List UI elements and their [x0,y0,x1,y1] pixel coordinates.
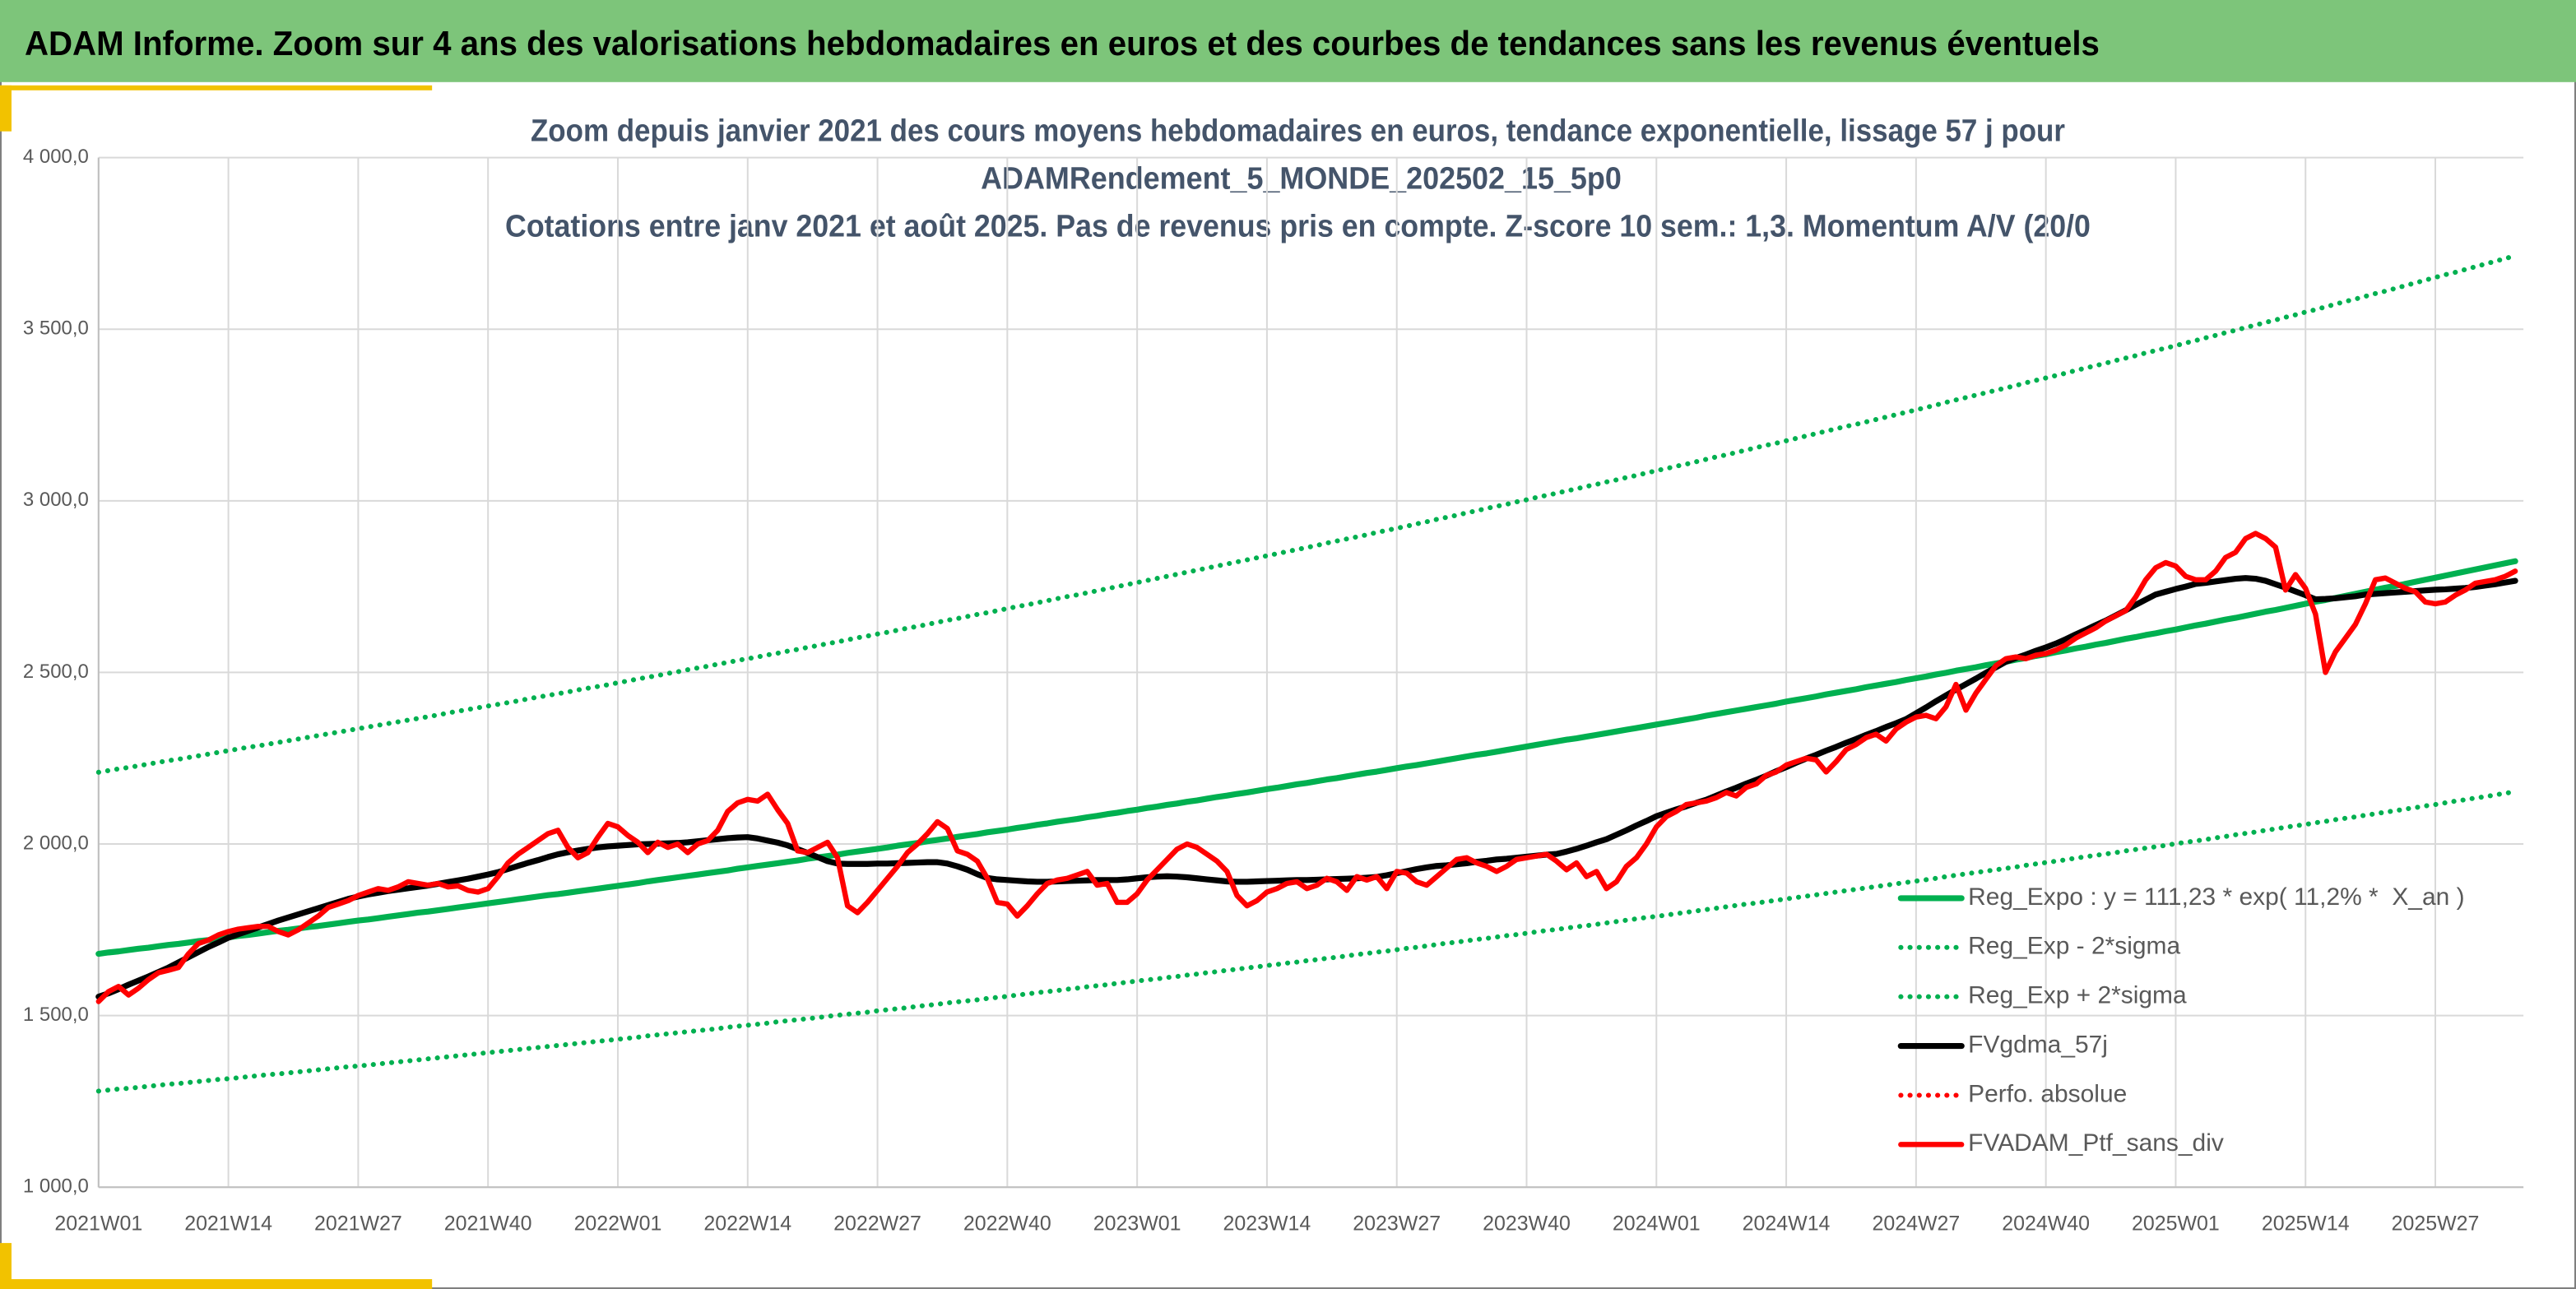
x-tick-label: 2021W14 [184,1212,272,1236]
x-tick-label: 2024W01 [1613,1212,1701,1236]
x-tick-label: 2024W27 [1872,1212,1960,1236]
y-tick-label: 1 000,0 [23,1175,89,1198]
chart-title: Cotations entre janv 2021 et août 2025. … [505,209,2091,243]
x-tick-label: 2024W14 [1743,1212,1831,1236]
series-line [95,789,2518,1094]
y-tick-label: 3 500,0 [23,318,89,340]
series-layer [95,253,2518,1094]
y-tick-label: 2 500,0 [23,661,89,683]
chart-title: Zoom depuis janvier 2021 des cours moyen… [531,114,2065,149]
legend: Reg_Expo : y = 111,23 * exp( 11,2% * X_a… [1897,883,2465,1157]
y-tick-label: 4 000,0 [23,146,89,168]
x-tick-label: 2022W14 [703,1212,791,1236]
x-tick-label: 2021W01 [54,1212,142,1236]
legend-label: Reg_Exp + 2*sigma [1968,982,2187,1009]
chart-title: ADAMRendement_5_MONDE_202502_15_5p0 [981,162,1622,197]
x-tick-label: 2024W40 [2002,1212,2090,1236]
y-tick-label: 2 000,0 [23,832,89,854]
accent-top [0,85,433,90]
legend-label: Perfo. absolue [1968,1080,2127,1107]
accent-bottom-left [0,1243,12,1289]
x-tick-label: 2021W40 [444,1212,532,1236]
x-tick-label: 2023W01 [1093,1212,1181,1236]
x-tick-label: 2022W27 [833,1212,921,1236]
legend-label: Reg_Exp - 2*sigma [1968,933,2180,960]
legend-label: FVgdma_57j [1968,1031,2108,1058]
legend-label: Reg_Expo : y = 111,23 * exp( 11,2% * X_a… [1968,883,2464,911]
y-tick-label: 3 000,0 [23,489,89,511]
series-line [95,558,2518,957]
x-tick-label: 2022W01 [574,1212,662,1236]
header-title: ADAM Informe. Zoom sur 4 ans des valoris… [25,24,2100,63]
y-tick-label: 1 500,0 [23,1004,89,1026]
series-line [95,531,2518,1004]
x-tick-label: 2025W27 [2392,1212,2480,1236]
x-tick-label: 2022W40 [963,1212,1051,1236]
x-tick-label: 2025W14 [2262,1212,2350,1236]
accent-left [0,85,12,132]
legend-label: FVADAM_Ptf_sans_div [1968,1129,2224,1157]
x-tick-label: 2023W27 [1353,1212,1441,1236]
x-tick-label: 2021W27 [314,1212,402,1236]
x-tick-label: 2023W40 [1483,1212,1571,1236]
accent-bottom [0,1279,433,1289]
x-tick-label: 2025W01 [2132,1212,2220,1236]
x-tick-label: 2023W14 [1223,1212,1311,1236]
header-bar [0,0,2576,82]
grid: 1 000,0 1 500,0 2 000,0 2 500,0 3 000,0 3 500… [23,146,2524,1236]
